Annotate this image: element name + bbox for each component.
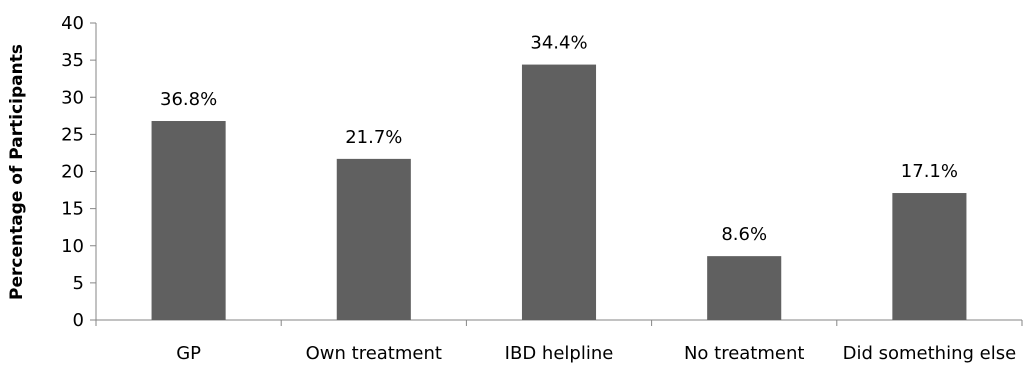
bar xyxy=(521,64,597,320)
category-label: No treatment xyxy=(684,343,805,364)
bar xyxy=(336,158,411,320)
category-label: IBD helpline xyxy=(505,343,614,364)
y-tick-label: 15 xyxy=(61,199,84,220)
data-label: 17.1% xyxy=(901,161,958,182)
bar xyxy=(151,121,226,320)
category-labels: GP Own treatment IBD helpline No treatment D… xyxy=(176,343,1016,364)
y-tick-label: 40 xyxy=(61,13,84,34)
data-label: 34.4% xyxy=(530,33,587,54)
y-axis: 0 5 10 15 20 25 30 35 40 xyxy=(61,13,97,331)
y-tick-label: 10 xyxy=(61,236,84,257)
x-axis xyxy=(95,319,1023,326)
data-label: 8.6% xyxy=(721,224,767,245)
bar xyxy=(707,256,782,320)
data-label: 36.8% xyxy=(160,89,217,110)
data-label: 21.7% xyxy=(345,127,402,148)
data-labels: 36.8% 21.7% 34.4% 8.6% 17.1% xyxy=(160,33,958,246)
y-tick-label: 25 xyxy=(61,124,84,145)
category-label: Did something else xyxy=(843,343,1017,364)
bar xyxy=(892,193,967,320)
y-tick-label: 20 xyxy=(61,162,84,183)
y-tick-label: 0 xyxy=(73,310,84,331)
category-label: GP xyxy=(176,343,201,364)
y-axis-title: Percentage of Participants xyxy=(7,44,27,300)
y-tick-label: 35 xyxy=(61,50,84,71)
category-label: Own treatment xyxy=(306,343,442,364)
y-tick-label: 30 xyxy=(61,87,84,108)
y-tick-label: 5 xyxy=(73,273,84,294)
bars xyxy=(151,64,967,320)
